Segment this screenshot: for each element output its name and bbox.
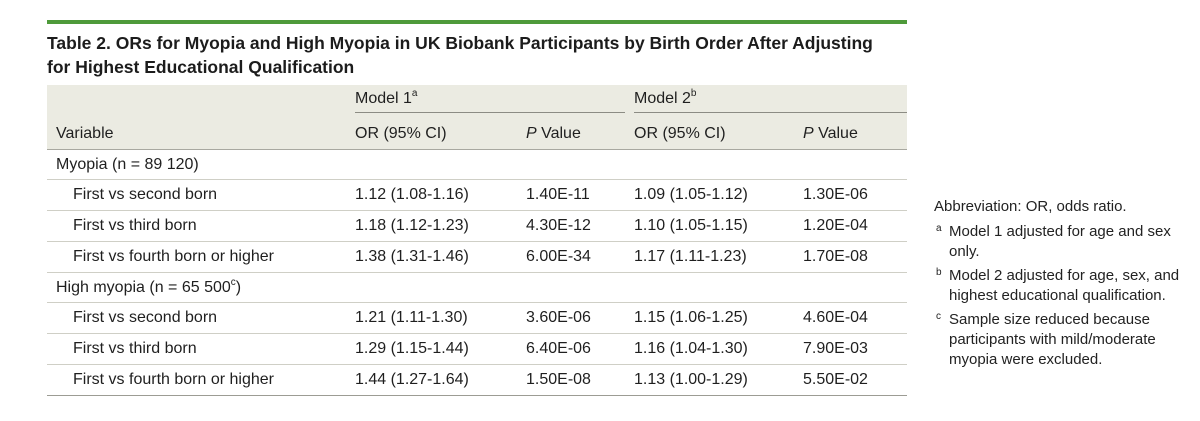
results-table: Model 1a Model 2b Variable OR (95% CI) P… [47, 85, 907, 396]
abbreviation-note: Abbreviation: OR, odds ratio. [934, 198, 1127, 215]
section-row: Myopia (n = 89 120) [47, 149, 907, 180]
model-1-p-cell: 6.00E-34 [526, 241, 634, 273]
p-italic: P [803, 124, 814, 142]
table-title: Table 2. ORs for Myopia and High Myopia … [47, 31, 907, 79]
model-2-p-cell: 4.60E-04 [803, 302, 907, 334]
model-2-footnote-mark: b [690, 88, 697, 99]
model-2-p-cell: 1.20E-04 [803, 210, 907, 242]
row-variable-cell: First vs third born [47, 210, 355, 242]
model-1-p-header: P Value [526, 118, 634, 150]
footnote-b: b Model 2 adjusted for age, sex, and high… [934, 266, 1196, 306]
model-1-or-header: OR (95% CI) [355, 118, 526, 150]
footnote-b-text: Model 2 adjusted for age, sex, and highe… [949, 267, 1180, 304]
model-2-group-header: Model 2b [634, 85, 907, 118]
model-1-footnote-mark: a [411, 88, 418, 99]
footnote-c: c Sample size reduced because participant… [934, 310, 1196, 370]
table-row: First vs fourth born or higher 1.44 (1.27… [47, 364, 907, 396]
model-1-p-cell: 3.60E-06 [526, 302, 634, 334]
model-2-or-cell: 1.16 (1.04-1.30) [634, 333, 803, 365]
model-2-or-cell: 1.17 (1.11-1.23) [634, 241, 803, 273]
model-1-or-cell: 1.18 (1.12-1.23) [355, 210, 526, 242]
model-2-p-cell: 5.50E-02 [803, 364, 907, 396]
model-1-p-cell: 1.40E-11 [526, 179, 634, 211]
p-value-suffix: Value [813, 124, 858, 142]
table-row: First vs third born 1.18 (1.12-1.23) 4.30E… [47, 210, 907, 242]
footnote-a-text: Model 1 adjusted for age and sex only. [949, 223, 1171, 260]
model-1-or-cell: 1.21 (1.11-1.30) [355, 302, 526, 334]
model-1-heading: Model 1a [355, 88, 625, 113]
row-variable-cell: First vs third born [47, 333, 355, 365]
table-title-line-1: Table 2. ORs for Myopia and High Myopia … [47, 33, 873, 53]
header-row-columns: Variable OR (95% CI) P Value OR (95% CI)… [47, 118, 907, 150]
row-variable-cell: First vs second born [47, 179, 355, 211]
row-variable-cell: First vs second born [47, 302, 355, 334]
section-label-close: ) [235, 278, 242, 296]
model-1-p-cell: 1.50E-08 [526, 364, 634, 396]
model-2-or-cell: 1.10 (1.05-1.15) [634, 210, 803, 242]
model-2-heading: Model 2b [634, 88, 907, 113]
model-1-or-cell: 1.12 (1.08-1.16) [355, 179, 526, 211]
footnote-c-mark: c [936, 311, 941, 322]
model-2-or-header: OR (95% CI) [634, 118, 803, 150]
results-table-container: Model 1a Model 2b Variable OR (95% CI) P… [47, 85, 907, 396]
p-value-suffix: Value [536, 124, 581, 142]
table-row: First vs fourth born or higher 1.38 (1.31… [47, 241, 907, 273]
model-1-p-cell: 6.40E-06 [526, 333, 634, 365]
footnote-b-mark: b [936, 267, 942, 278]
table-row: First vs third born 1.29 (1.15-1.44) 6.40E… [47, 333, 907, 365]
model-2-p-cell: 1.30E-06 [803, 179, 907, 211]
section-footnote-mark: c [230, 276, 236, 288]
footnote-a-mark: a [936, 223, 942, 234]
footnote-a: a Model 1 adjusted for age and sex only. [934, 222, 1196, 262]
footnote-c-text: Sample size reduced because participants… [949, 311, 1156, 368]
row-variable-cell: First vs fourth born or higher [47, 241, 355, 273]
model-1-label: Model 1 [355, 90, 412, 107]
table-row: First vs second born 1.21 (1.11-1.30) 3.60… [47, 302, 907, 334]
model-2-or-cell: 1.09 (1.05-1.12) [634, 179, 803, 211]
header-row-models: Model 1a Model 2b [47, 85, 907, 118]
section-label: Myopia (n = 89 120) [56, 155, 199, 173]
section-label-cell: High myopia (n = 65 500c) [47, 272, 907, 303]
header-empty-cell [47, 85, 355, 118]
results-table-body: Myopia (n = 89 120) First vs second born 1… [47, 149, 907, 396]
model-1-group-header: Model 1a [355, 85, 634, 118]
model-2-p-cell: 1.70E-08 [803, 241, 907, 273]
model-1-or-cell: 1.44 (1.27-1.64) [355, 364, 526, 396]
model-1-or-cell: 1.29 (1.15-1.44) [355, 333, 526, 365]
model-1-or-cell: 1.38 (1.31-1.46) [355, 241, 526, 273]
table-row: First vs second born 1.12 (1.08-1.16) 1.40… [47, 179, 907, 211]
variable-column-header: Variable [47, 118, 355, 150]
title-accent-bar [47, 20, 907, 24]
section-row: High myopia (n = 65 500c) [47, 272, 907, 303]
model-2-or-cell: 1.15 (1.06-1.25) [634, 302, 803, 334]
model-2-p-cell: 7.90E-03 [803, 333, 907, 365]
table-notes: Abbreviation: OR, odds ratio. a Model 1 a… [934, 197, 1196, 374]
model-2-p-header: P Value [803, 118, 907, 150]
model-2-label: Model 2 [634, 90, 691, 107]
row-variable-cell: First vs fourth born or higher [47, 364, 355, 396]
model-2-or-cell: 1.13 (1.00-1.29) [634, 364, 803, 396]
table-title-line-2: for Highest Educational Qualification [47, 57, 355, 77]
p-italic: P [526, 124, 537, 142]
section-label-cell: Myopia (n = 89 120) [47, 149, 907, 180]
section-label: High myopia (n = 65 500 [56, 278, 231, 296]
model-1-p-cell: 4.30E-12 [526, 210, 634, 242]
